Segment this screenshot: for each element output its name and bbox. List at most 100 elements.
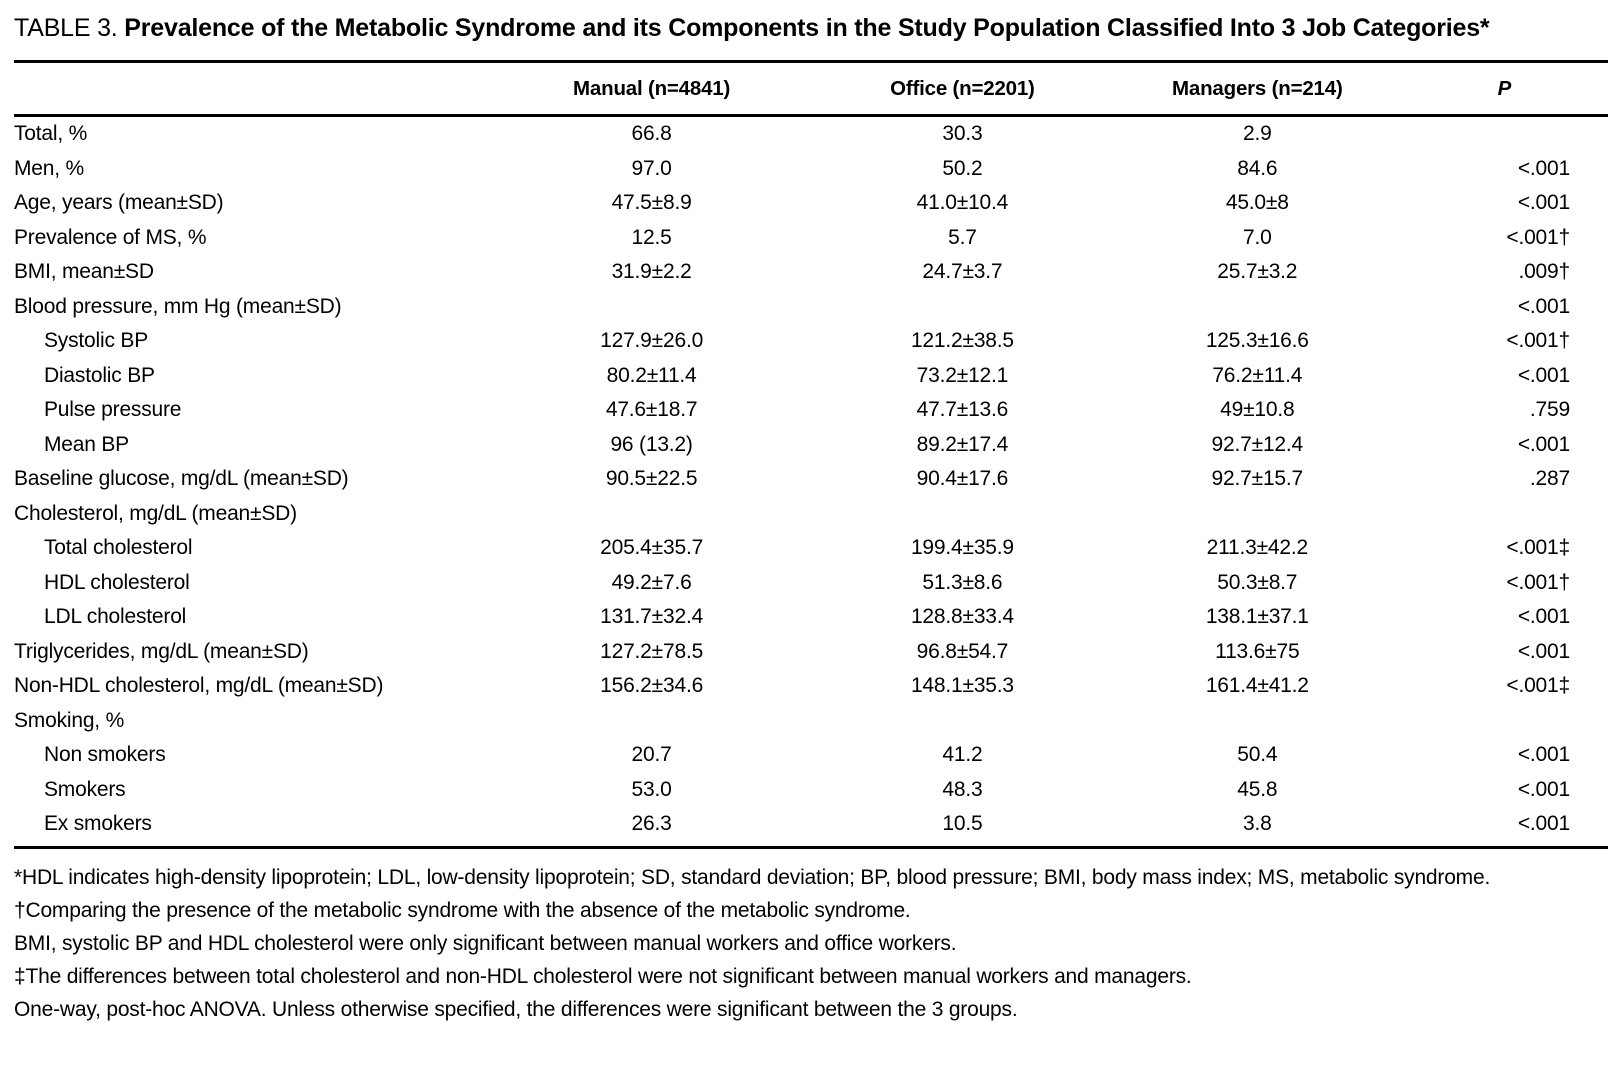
cell-p-value: <.001 bbox=[1517, 294, 1570, 318]
table-body: Total, % 66.8 30.3 2.9 Men, % 97.0 50.2 84.6 <.0… bbox=[14, 116, 1608, 846]
table-row: Mean BP 96 (13.2) 89.2±17.4 92.7±12.4 <.001 bbox=[14, 428, 1608, 463]
row-label: Triglycerides, mg/dL (mean±SD) bbox=[14, 639, 309, 663]
table-row: Men, % 97.0 50.2 84.6 <.001 bbox=[14, 152, 1608, 187]
table-number-label: TABLE 3. bbox=[14, 14, 118, 42]
cell-office bbox=[811, 704, 1114, 739]
table-row: Non smokers 20.7 41.2 50.4 <.001 bbox=[14, 738, 1608, 773]
row-label: Smokers bbox=[44, 777, 126, 801]
footnotes: *HDL indicates high-density lipoprotein;… bbox=[14, 861, 1608, 1026]
row-label: BMI, mean±SD bbox=[14, 260, 154, 283]
table-bottom-rule bbox=[14, 845, 1608, 849]
row-label: Systolic BP bbox=[44, 329, 148, 352]
table-header: Manual (n=4841) Office (n=2201) Managers… bbox=[14, 60, 1608, 117]
cell-p-value: <.001 bbox=[1517, 191, 1570, 214]
cell-managers: 50.4 bbox=[1237, 743, 1278, 766]
cell-office: 47.7±13.6 bbox=[916, 398, 1009, 421]
table-row: Total cholesterol 205.4±35.7 199.4±35.9 211… bbox=[14, 531, 1608, 566]
cell-office: 50.2 bbox=[942, 156, 983, 180]
cell-p-value bbox=[1401, 704, 1608, 739]
cell-managers: 76.2±11.4 bbox=[1212, 363, 1303, 387]
table-row: Total, % 66.8 30.3 2.9 bbox=[14, 116, 1608, 152]
cell-managers: 92.7±15.7 bbox=[1211, 467, 1304, 490]
cell-office: 30.3 bbox=[942, 122, 983, 145]
row-label: LDL cholesterol bbox=[44, 605, 187, 628]
cell-managers: 50.3±8.7 bbox=[1217, 570, 1298, 594]
cell-p-value: <.001‡ bbox=[1506, 536, 1570, 559]
cell-p-value: <.001‡ bbox=[1506, 674, 1570, 697]
table-row: Blood pressure, mm Hg (mean±SD) <.001 bbox=[14, 290, 1608, 325]
cell-managers bbox=[1114, 497, 1401, 532]
cell-manual bbox=[492, 290, 811, 325]
column-header-manual: Manual (n=4841) bbox=[492, 60, 811, 117]
cell-office: 199.4±35.9 bbox=[910, 536, 1014, 559]
cell-office bbox=[811, 290, 1114, 325]
cell-managers: 45.0±8 bbox=[1225, 191, 1289, 214]
column-header-empty bbox=[14, 60, 493, 117]
table-row: Smokers 53.0 48.3 45.8 <.001 bbox=[14, 773, 1608, 808]
header-row: Manual (n=4841) Office (n=2201) Managers… bbox=[14, 60, 1608, 117]
cell-office: 89.2±17.4 bbox=[916, 432, 1009, 456]
cell-managers bbox=[1114, 704, 1401, 739]
cell-manual: 49.2±7.6 bbox=[611, 570, 692, 594]
table-row: Triglycerides, mg/dL (mean±SD) 127.2±78.5… bbox=[14, 635, 1608, 670]
cell-managers: 2.9 bbox=[1243, 122, 1272, 145]
table-row: Pulse pressure 47.6±18.7 47.7±13.6 49±10.8.… bbox=[14, 393, 1608, 428]
cell-managers: 25.7±3.2 bbox=[1217, 260, 1298, 283]
cell-p-value bbox=[1401, 497, 1608, 532]
cell-office: 121.2±38.5 bbox=[910, 329, 1014, 352]
row-label: Men, % bbox=[14, 156, 84, 180]
cell-managers: 138.1±37.1 bbox=[1205, 605, 1309, 628]
cell-p-value: <.001 bbox=[1517, 605, 1570, 628]
cell-p-value: .009† bbox=[1518, 260, 1570, 283]
row-label: Ex smokers bbox=[44, 812, 152, 835]
cell-p-value: <.001 bbox=[1517, 743, 1570, 766]
footnote-line: *HDL indicates high-density lipoprotein;… bbox=[14, 865, 1491, 889]
cell-p-value: <.001 bbox=[1517, 777, 1570, 801]
table-row: Age, years (mean±SD) 47.5±8.9 41.0±10.4 45.… bbox=[14, 186, 1608, 221]
cell-p-value: <.001† bbox=[1506, 225, 1570, 249]
table-row: Smoking, % bbox=[14, 704, 1608, 739]
cell-managers: 113.6±75 bbox=[1215, 639, 1300, 663]
cell-manual bbox=[492, 497, 811, 532]
cell-managers: 3.8 bbox=[1243, 812, 1272, 835]
cell-managers: 49±10.8 bbox=[1220, 398, 1295, 421]
table-title: TABLE 3. Prevalence of the Metabolic Syn… bbox=[14, 10, 1608, 46]
table-row: HDL cholesterol 49.2±7.6 51.3±8.6 50.3±8.7 <… bbox=[14, 566, 1608, 601]
table-title-text: Prevalence of the Metabolic Syndrome and… bbox=[124, 14, 1490, 42]
cell-p-value: <.001 bbox=[1517, 639, 1570, 663]
cell-managers: 92.7±12.4 bbox=[1211, 432, 1304, 456]
footnote-line: BMI, systolic BP and HDL cholesterol wer… bbox=[14, 931, 957, 955]
row-label: Age, years (mean±SD) bbox=[14, 191, 224, 214]
cell-manual: 80.2±11.4 bbox=[606, 363, 697, 387]
cell-manual: 131.7±32.4 bbox=[600, 605, 704, 628]
row-label: Diastolic BP bbox=[44, 363, 155, 387]
cell-manual: 47.6±18.7 bbox=[605, 398, 698, 421]
cell-manual: 66.8 bbox=[631, 122, 672, 145]
cell-manual: 127.9±26.0 bbox=[600, 329, 704, 352]
cell-managers: 45.8 bbox=[1237, 777, 1278, 801]
column-header-p: P bbox=[1400, 60, 1608, 117]
cell-office: 90.4±17.6 bbox=[916, 467, 1009, 490]
cell-p-value: <.001† bbox=[1506, 570, 1570, 594]
cell-manual: 156.2±34.6 bbox=[600, 674, 704, 697]
cell-p-value: <.001 bbox=[1517, 363, 1570, 387]
row-label: Blood pressure, mm Hg (mean±SD) bbox=[14, 294, 342, 318]
cell-manual: 90.5±22.5 bbox=[605, 467, 698, 490]
cell-office: 96.8±54.7 bbox=[916, 639, 1009, 663]
cell-office: 51.3±8.6 bbox=[922, 570, 1003, 594]
cell-office: 5.7 bbox=[948, 225, 977, 249]
table-row: Baseline glucose, mg/dL (mean±SD) 90.5±22… bbox=[14, 462, 1608, 497]
cell-managers bbox=[1114, 290, 1401, 325]
cell-manual: 31.9±2.2 bbox=[611, 260, 692, 283]
cell-office: 73.2±12.1 bbox=[916, 363, 1009, 387]
cell-p-value: .287 bbox=[1529, 467, 1570, 490]
cell-office: 41.0±10.4 bbox=[916, 191, 1009, 214]
row-label: HDL cholesterol bbox=[44, 570, 190, 594]
cell-manual: 96 (13.2) bbox=[610, 432, 693, 456]
row-label: Non-HDL cholesterol, mg/dL (mean±SD) bbox=[14, 674, 384, 697]
cell-p-value: <.001 bbox=[1517, 432, 1570, 456]
title-footnote-marker: * bbox=[1479, 14, 1490, 42]
cell-manual: 12.5 bbox=[631, 225, 672, 249]
table-row: Non-HDL cholesterol, mg/dL (mean±SD) 156.… bbox=[14, 669, 1608, 704]
